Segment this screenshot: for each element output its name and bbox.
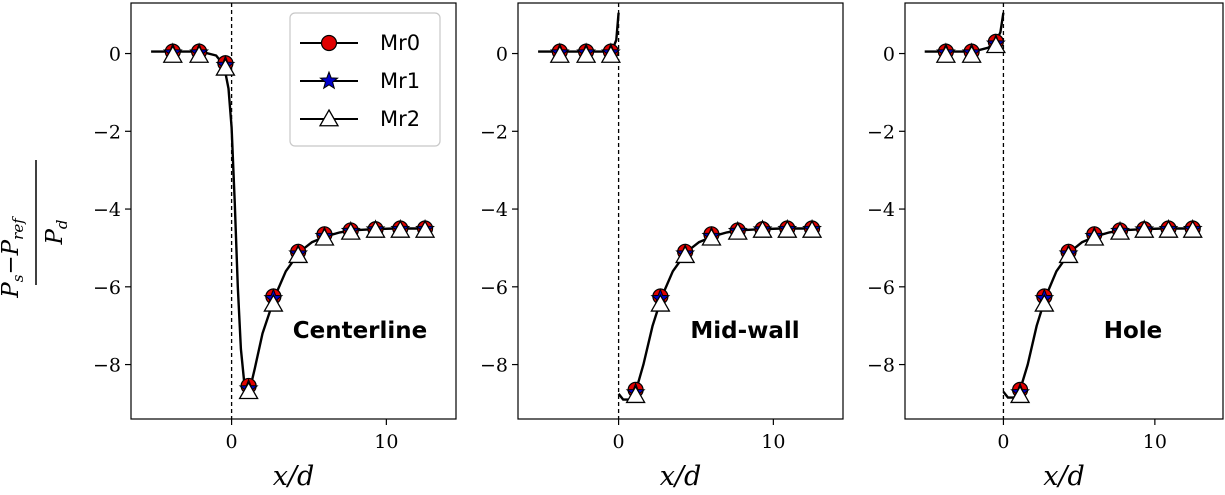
x-tick-label: 10 <box>1143 431 1167 453</box>
data-point <box>935 45 957 63</box>
series-mr2 <box>162 45 436 400</box>
data-point <box>365 220 386 238</box>
chart-panel-2: 0 −2 −4 −6 −8 0 10 x/d Mid-wall <box>480 2 844 492</box>
y-tick-label: −4 <box>480 199 508 221</box>
x-tick-label: 0 <box>613 431 625 453</box>
y-tick-label: −8 <box>867 355 895 377</box>
panel-label: Centerline <box>293 318 428 344</box>
data-point <box>727 222 748 240</box>
series-mr1 <box>549 42 822 401</box>
plot-frame <box>904 2 1224 420</box>
legend-marker-mr1 <box>319 70 339 90</box>
data-point <box>675 245 696 264</box>
data-point <box>263 293 284 312</box>
data-point <box>340 222 361 240</box>
y-tick-label: −2 <box>480 121 508 143</box>
data-point <box>1009 385 1031 404</box>
panel-label: Mid-wall <box>690 318 799 344</box>
data-point <box>549 45 570 63</box>
series-mr2 <box>549 45 823 404</box>
y-tick-label: −4 <box>867 199 895 221</box>
y-tick-label: 0 <box>109 44 121 66</box>
y-tick-label: −6 <box>867 277 895 299</box>
plot-area <box>924 12 1203 404</box>
legend-label: Mr1 <box>380 69 420 93</box>
data-point <box>1134 220 1155 238</box>
y-tick-label: −2 <box>867 121 895 143</box>
data-point <box>1034 293 1055 312</box>
chart-panel-1: 0 −2 −4 −6 −8 0 10 x/d Centerline Mr0 Mr1 Mr2 <box>93 2 457 492</box>
data-point <box>625 385 646 404</box>
y-tick-label: −8 <box>93 355 121 377</box>
profile-line <box>617 227 812 401</box>
y-tick-label: 0 <box>883 44 895 66</box>
x-tick-label: 0 <box>226 431 238 453</box>
data-point <box>288 245 309 264</box>
series-mr0 <box>551 43 821 398</box>
x-axis-label: x/d <box>1043 461 1085 492</box>
data-point <box>600 45 621 63</box>
data-point <box>650 293 671 312</box>
series-mr2 <box>935 35 1203 404</box>
data-point <box>390 220 411 238</box>
data-point <box>162 45 183 63</box>
data-point <box>414 220 436 238</box>
data-point <box>1182 220 1203 238</box>
data-point <box>801 220 823 238</box>
data-point <box>238 381 259 400</box>
y-tick-label: −6 <box>93 277 121 299</box>
profile-line <box>1002 227 1193 399</box>
y-tick-label: −2 <box>93 121 121 143</box>
legend: Mr0 Mr1 Mr2 <box>289 12 441 147</box>
data-point <box>961 45 982 63</box>
data-point <box>215 58 236 76</box>
data-point <box>188 45 210 63</box>
data-point <box>1109 222 1131 240</box>
legend-label: Mr0 <box>380 31 420 55</box>
plot-area <box>151 42 436 400</box>
data-point <box>752 220 773 238</box>
chart-panel-3: 0 −2 −4 −6 −8 0 10 x/d Hole <box>867 2 1224 492</box>
y-axis-label: Ps−Pref Pd <box>0 160 71 299</box>
x-tick-label: 10 <box>761 431 785 453</box>
legend-marker-mr2 <box>318 108 340 127</box>
legend-marker-mr0 <box>320 34 338 52</box>
data-point <box>575 45 597 63</box>
panel-label: Hole <box>1104 318 1163 344</box>
svg-text:Ps−Pref: Ps−Pref <box>0 216 27 299</box>
x-axis-label: x/d <box>273 461 315 492</box>
plot-frame <box>517 2 844 420</box>
y-tick-label: −6 <box>480 277 508 299</box>
data-point <box>777 220 798 238</box>
series-mr1 <box>935 33 1203 401</box>
y-label-numerator: P <box>0 282 24 299</box>
svg-text:Pd: Pd <box>42 219 71 245</box>
y-tick-label: −4 <box>93 199 121 221</box>
data-point <box>1158 220 1179 238</box>
data-point <box>1084 227 1105 246</box>
legend-label: Mr2 <box>380 107 420 131</box>
x-tick-label: 10 <box>374 431 398 453</box>
plot-area <box>538 12 823 404</box>
x-tick-label: 0 <box>997 431 1009 453</box>
y-tick-label: −8 <box>480 355 508 377</box>
data-point <box>701 227 722 246</box>
data-point <box>1058 245 1079 264</box>
x-axis-label: x/d <box>660 461 702 492</box>
data-point <box>314 227 335 246</box>
plot-frame <box>130 2 457 420</box>
data-point <box>985 35 1006 54</box>
y-tick-label: 0 <box>496 44 508 66</box>
